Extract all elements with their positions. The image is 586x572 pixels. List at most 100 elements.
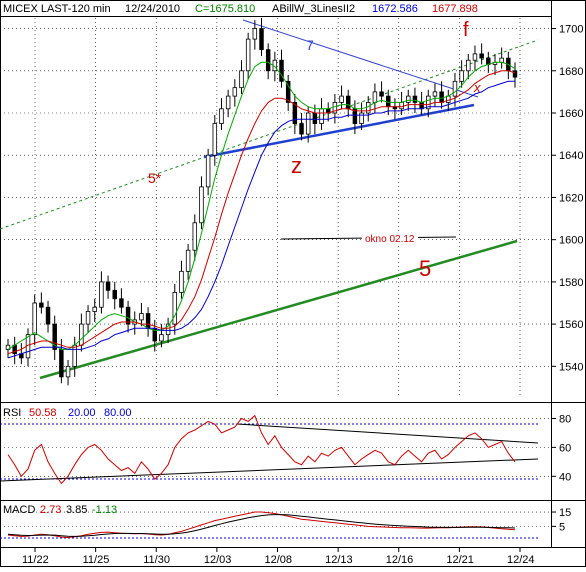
candle-body <box>259 28 264 51</box>
candle-body <box>172 292 178 325</box>
candle-body <box>359 112 364 124</box>
time-tick-label: 12/16 <box>386 554 414 566</box>
macd-tick-label: 5 <box>559 521 565 533</box>
price-tick-label: 1620 <box>559 192 583 204</box>
candle-body <box>285 80 291 103</box>
candle-body <box>292 102 298 124</box>
candle-body <box>79 323 84 346</box>
header-date: 12/24/2010 <box>125 3 180 15</box>
macd-line <box>7 511 516 539</box>
candle-body <box>39 302 44 308</box>
candle-body <box>219 108 224 124</box>
candle-body <box>299 123 304 135</box>
candle-body <box>339 95 344 103</box>
rsi-tick-label: 80 <box>559 413 571 425</box>
candle-body <box>372 91 378 103</box>
ma-fast-line <box>7 61 516 350</box>
candle-body <box>252 28 258 40</box>
candle-body <box>92 306 97 312</box>
candle-body <box>45 306 51 325</box>
candle-body <box>105 281 111 291</box>
macd-legend-signal: 3.85 <box>66 504 87 516</box>
candle-body <box>185 249 191 272</box>
annotation-f: f <box>463 19 469 41</box>
annotation-5: 5 <box>419 256 431 281</box>
candle-body <box>412 95 418 103</box>
trendline-7[interactable] <box>242 19 479 98</box>
candle-body <box>499 57 504 63</box>
macd-tick-label: 15 <box>559 507 571 519</box>
candle-body <box>452 80 458 97</box>
rsi-y-axis: 40 60 80 <box>551 413 571 483</box>
price-tick-label: 1700 <box>559 24 583 36</box>
candle-body <box>439 91 444 103</box>
candle-body <box>212 123 218 156</box>
annotation-5-star: 5* <box>148 170 162 186</box>
rsi-tick-label: 60 <box>559 442 571 454</box>
candle-body <box>225 95 231 110</box>
rsi-line <box>7 414 516 485</box>
candle-body <box>386 95 391 108</box>
candle-body <box>139 313 144 321</box>
ma-slow-line <box>7 80 515 359</box>
rsi-legend-value: 50.58 <box>29 407 57 419</box>
candle-body <box>279 59 284 82</box>
candle-body <box>472 53 478 61</box>
trendline-z[interactable] <box>203 103 475 159</box>
header-value-2: 1677.898 <box>432 3 478 15</box>
annotation-7: 7 <box>306 37 314 53</box>
candle-body <box>459 70 464 82</box>
macd-legend-hist: -1.13 <box>92 504 117 516</box>
time-tick-label: 11/25 <box>83 554 110 566</box>
header-indicator: ABillW_3LinesII2 <box>272 3 355 15</box>
candle-body <box>265 49 271 72</box>
candle-body <box>512 70 518 78</box>
candle-body <box>32 302 37 336</box>
rsi-trendline-upper[interactable] <box>236 423 539 444</box>
candle-body <box>406 95 411 103</box>
candle-body <box>99 281 104 308</box>
candle-body <box>319 108 324 124</box>
candle-body <box>159 334 164 342</box>
rsi-legend-high: 80.00 <box>104 407 132 419</box>
candle-body <box>65 365 71 378</box>
candle-body <box>145 313 151 329</box>
candle-body <box>5 344 11 350</box>
annotation-okno: okno 02.12 <box>365 234 415 245</box>
header-symbol: MICEX LAST-120 min <box>3 3 111 15</box>
candle-body <box>379 91 384 97</box>
header-value-1: 1672.586 <box>372 3 418 15</box>
candle-body <box>305 112 311 135</box>
candle-body <box>312 112 318 124</box>
annotation-x: x <box>473 80 481 95</box>
candle-body <box>72 344 77 367</box>
rsi-legend-name: RSI <box>3 407 21 419</box>
trendline-5-star[interactable] <box>0 39 539 230</box>
moving-averages <box>7 61 516 359</box>
rsi-trendline-lower[interactable] <box>0 458 539 482</box>
price-tick-label: 1660 <box>559 108 583 120</box>
candle-body <box>52 323 57 350</box>
rsi-tick-label: 40 <box>559 471 571 483</box>
price-tick-label: 1680 <box>559 66 583 78</box>
candle-body <box>446 95 451 103</box>
annotation-z: z <box>291 153 302 178</box>
time-tick-label: 12/03 <box>204 554 232 566</box>
candle-body <box>199 186 204 224</box>
trendline-5[interactable] <box>39 239 518 380</box>
time-tick-label: 12/21 <box>446 554 474 566</box>
candle-body <box>179 270 184 293</box>
price-y-axis: 1540 1560 1580 1600 1620 1640 1660 1680 1700 <box>551 24 583 373</box>
candle-body <box>426 95 431 110</box>
candle-body <box>85 311 91 325</box>
ma-mid-line <box>7 70 516 355</box>
rsi-legend-low: 20.00 <box>68 407 96 419</box>
price-tick-label: 1540 <box>559 361 583 373</box>
candle-body <box>232 87 238 97</box>
candle-body <box>466 59 471 72</box>
candle-body <box>345 95 351 110</box>
candle-body <box>419 102 424 110</box>
